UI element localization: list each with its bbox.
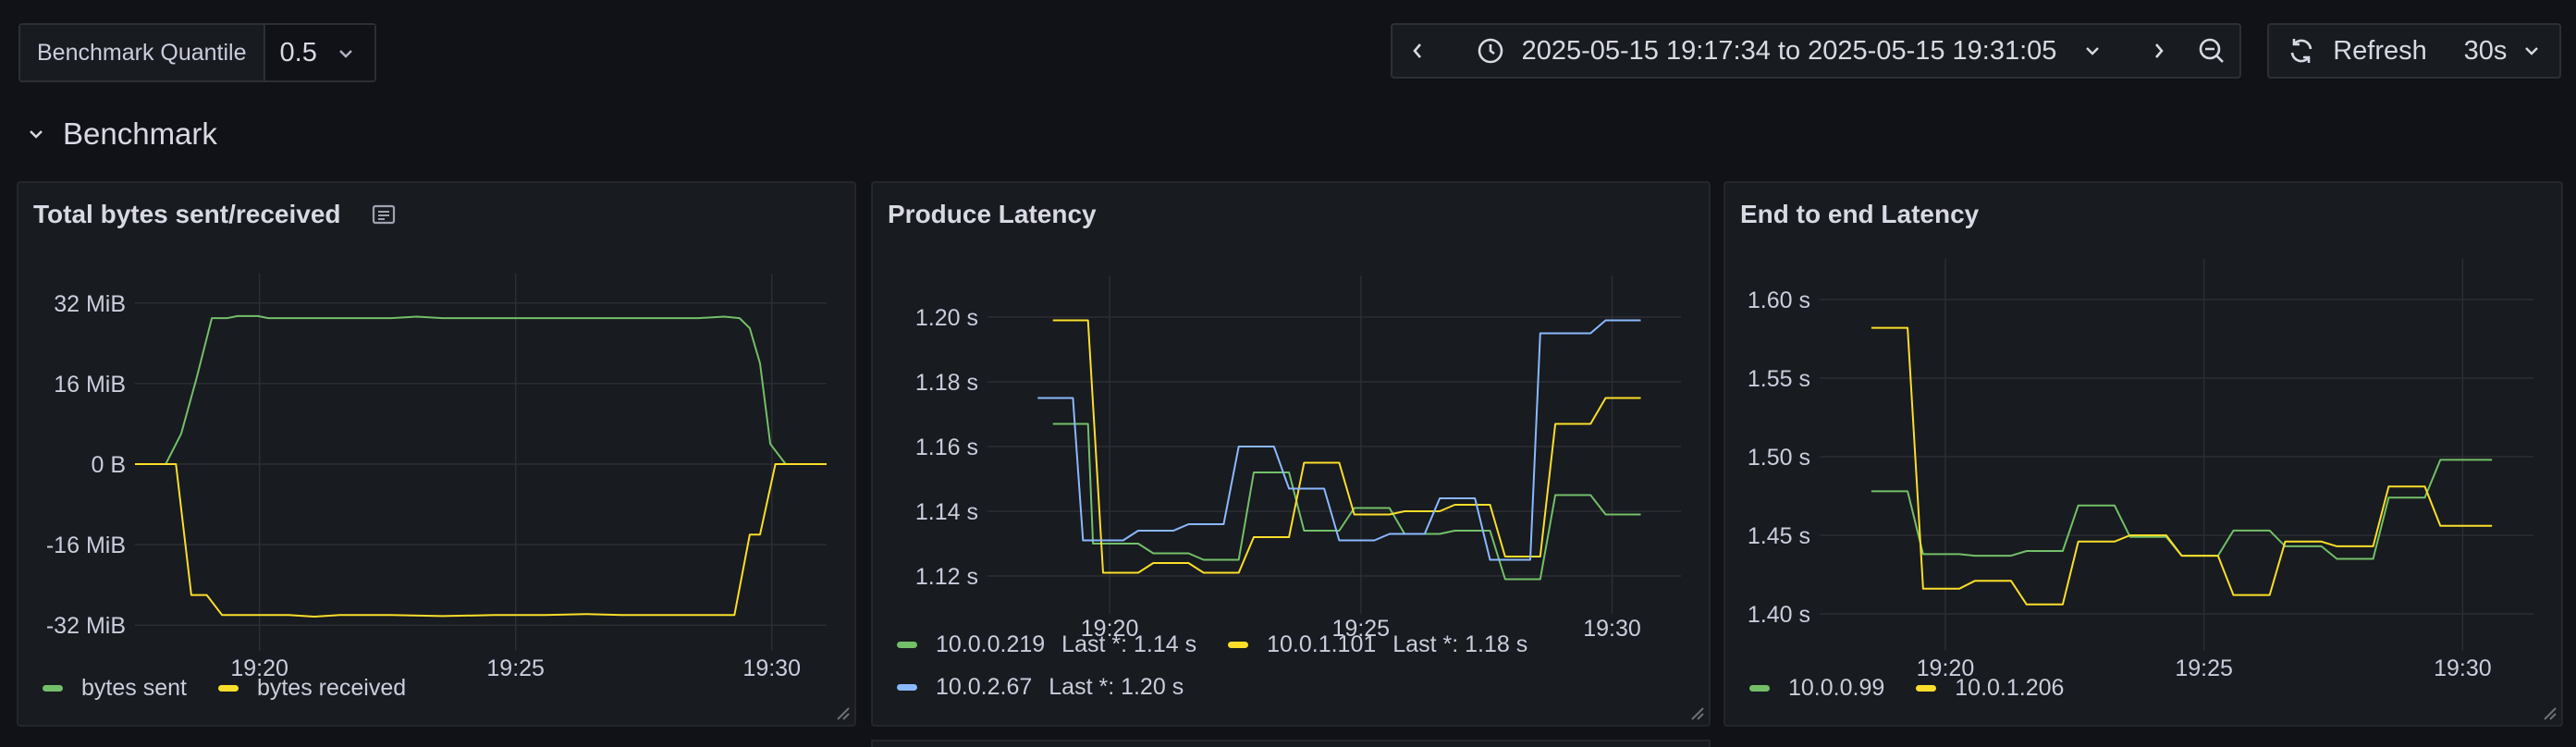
resize-handle-icon[interactable] xyxy=(1688,704,1705,721)
legend-swatch-yellow xyxy=(1228,642,1248,648)
legend-last-value: Last *: 1.18 s xyxy=(1392,631,1527,658)
x-tick-label: 19:30 xyxy=(1583,616,1641,642)
legend-item[interactable]: 10.0.1.101 xyxy=(1267,631,1376,658)
series-line-10-0-0-99 xyxy=(1871,459,2492,558)
next-panel-edge xyxy=(871,740,1711,747)
y-tick-label: 1.12 s xyxy=(915,564,978,590)
resize-handle-icon[interactable] xyxy=(834,704,851,721)
chart-end-to-end-latency: 1.60 s1.55 s1.50 s1.45 s1.40 s19:20 19:25… xyxy=(1725,183,2561,725)
y-tick-label: 1.50 s xyxy=(1748,445,1810,471)
resize-handle-icon[interactable] xyxy=(2541,704,2558,721)
y-tick-label: 1.40 s xyxy=(1748,602,1810,628)
legend-item[interactable]: bytes sent xyxy=(81,675,187,702)
time-range-label: 2025-05-15 19:17:34 to 2025-05-15 19:31:… xyxy=(1522,36,2057,67)
refresh-interval-dropdown[interactable]: 30s xyxy=(2445,23,2561,79)
panel-end-to-end-latency: End to end Latency 1.60 s 1.55 s 1.50 s 1.4… xyxy=(1723,181,2563,727)
series-line-bytes-received xyxy=(135,464,827,617)
y-tick-label: 32 MiB xyxy=(54,291,126,317)
y-tick-label: 1.55 s xyxy=(1748,366,1810,392)
y-tick-label: 0 B xyxy=(91,452,126,478)
chevron-down-icon xyxy=(337,41,354,65)
variable-value-dropdown[interactable]: 0.5 xyxy=(265,25,374,80)
panel-produce-latency: Produce Latency 1.20 s 1.18 s 1.16 s 1.14 s… xyxy=(871,181,1711,727)
legend-last-value: Last *: 1.20 s xyxy=(1049,674,1184,701)
legend-item[interactable]: 10.0.1.206 xyxy=(1955,675,2064,702)
y-tick-label: 16 MiB xyxy=(54,372,126,398)
panel-total-bytes: Total bytes sent/received 32 MiB 16 MiB 0 … xyxy=(17,181,856,727)
y-tick-label: 1.20 s xyxy=(915,305,978,331)
legend-end-to-end-latency: 10.0.0.99 10.0.1.206 xyxy=(1749,675,2064,702)
zoom-out-button[interactable] xyxy=(2184,23,2241,79)
legend-swatch-green xyxy=(897,642,917,648)
legend-swatch-yellow xyxy=(1916,685,1936,692)
legend-last-value: Last *: 1.14 s xyxy=(1061,631,1196,658)
series-line-bytes-sent xyxy=(135,316,827,464)
time-back-button[interactable] xyxy=(1391,23,1444,79)
variable-value: 0.5 xyxy=(280,38,317,68)
legend-total-bytes: bytes sent bytes received xyxy=(43,675,406,702)
y-tick-label: -16 MiB xyxy=(46,533,126,558)
refresh-icon xyxy=(2287,36,2316,66)
y-tick-label: 1.45 s xyxy=(1748,523,1810,549)
y-tick-label: 1.16 s xyxy=(915,435,978,460)
variable-selector[interactable]: Benchmark Quantile 0.5 xyxy=(18,23,376,82)
legend-swatch-green xyxy=(1749,685,1770,692)
legend-item[interactable]: 10.0.2.67 xyxy=(936,674,1032,701)
x-tick-label: 19:30 xyxy=(742,655,801,681)
legend-produce-latency-row-1: 10.0.0.219 Last *: 1.14 s 10.0.1.101 Las… xyxy=(897,631,1527,658)
y-tick-label: 1.14 s xyxy=(915,499,978,525)
x-tick-label: 19:25 xyxy=(2175,655,2233,681)
series-line-10-0-1-206 xyxy=(1871,328,2492,605)
variable-label: Benchmark Quantile xyxy=(20,25,265,80)
legend-swatch-blue xyxy=(897,684,917,691)
legend-item[interactable]: 10.0.0.219 xyxy=(936,631,1045,658)
clock-icon xyxy=(1476,36,1505,66)
row-title: Benchmark xyxy=(63,116,217,152)
y-tick-label: 1.60 s xyxy=(1748,288,1810,313)
chevron-down-icon xyxy=(2523,45,2540,56)
chevron-left-icon xyxy=(1410,41,1425,61)
x-tick-label: 19:30 xyxy=(2434,655,2492,681)
row-header[interactable]: Benchmark xyxy=(28,116,217,152)
legend-produce-latency-row-2: 10.0.2.67 Last *: 1.20 s xyxy=(897,674,1184,701)
chevron-down-icon xyxy=(28,129,44,140)
time-forward-button[interactable] xyxy=(2134,23,2186,79)
refresh-button[interactable]: Refresh xyxy=(2267,23,2447,79)
legend-swatch-green xyxy=(43,685,63,692)
x-tick-label: 19:25 xyxy=(486,655,545,681)
refresh-interval: 30s xyxy=(2464,36,2508,67)
legend-item[interactable]: bytes received xyxy=(257,675,406,702)
legend-swatch-yellow xyxy=(218,685,239,692)
legend-item[interactable]: 10.0.0.99 xyxy=(1788,675,1884,702)
chevron-down-icon xyxy=(2084,45,2101,56)
zoom-out-icon xyxy=(2197,36,2226,66)
y-tick-label: -32 MiB xyxy=(46,613,126,639)
refresh-label: Refresh xyxy=(2333,36,2427,67)
y-tick-label: 1.18 s xyxy=(915,370,978,396)
chevron-right-icon xyxy=(2152,41,2166,61)
time-range-picker[interactable]: 2025-05-15 19:17:34 to 2025-05-15 19:31:… xyxy=(1442,23,2136,79)
